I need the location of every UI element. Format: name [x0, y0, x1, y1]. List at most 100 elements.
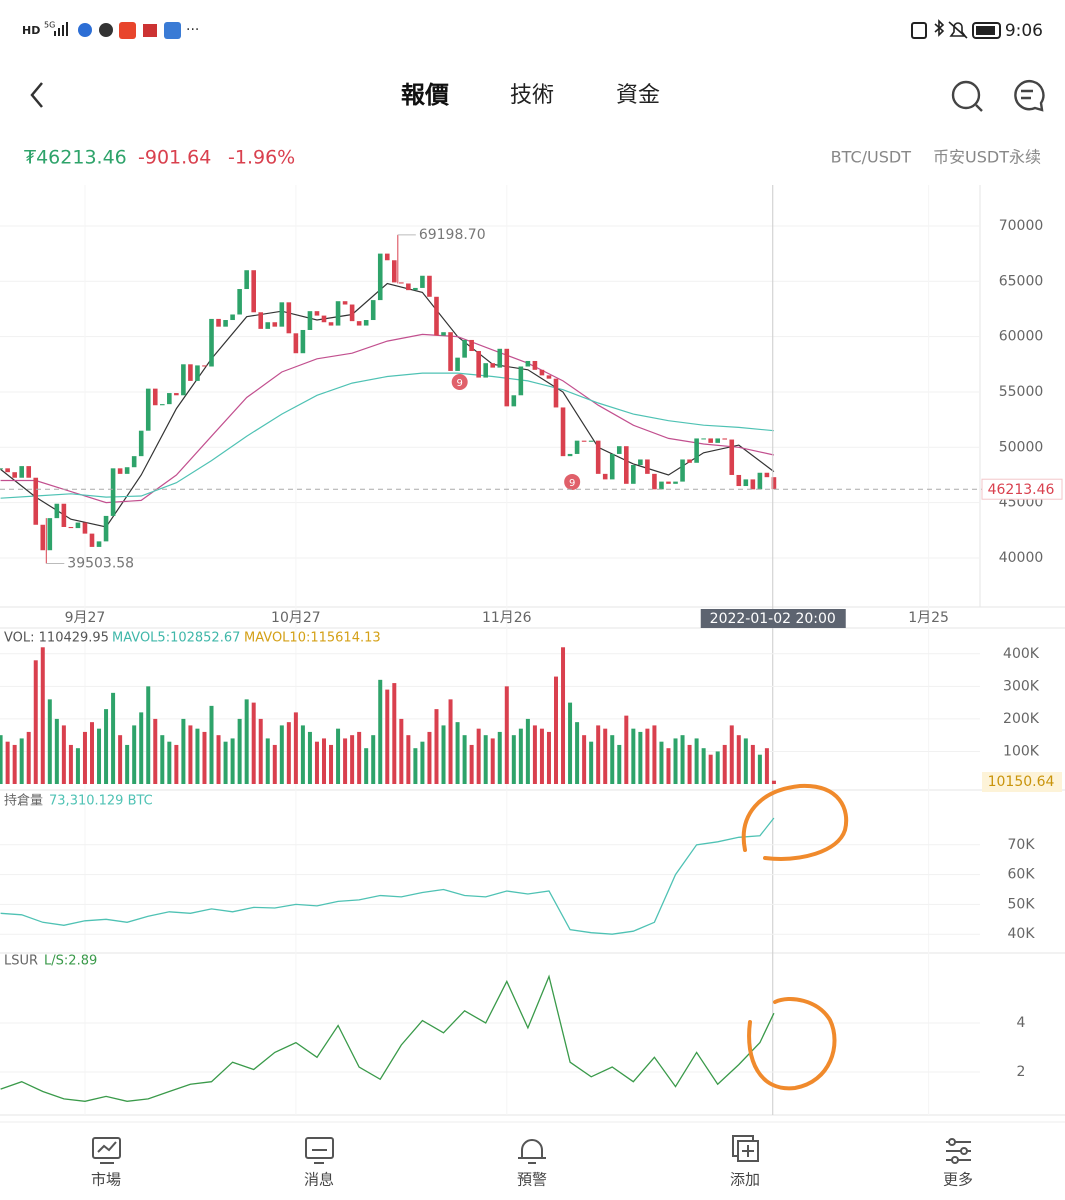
- y-tick-label: 300K: [1003, 678, 1040, 694]
- candle: [694, 438, 699, 463]
- candle: [159, 404, 165, 406]
- candle: [293, 333, 299, 354]
- nav-add[interactable]: 添加: [730, 1171, 760, 1189]
- candle: [181, 364, 186, 396]
- candle: [624, 446, 629, 484]
- volume-bar: [132, 725, 137, 784]
- volume-bar: [244, 699, 249, 784]
- status-hd: HD: [22, 24, 40, 37]
- candle: [532, 360, 538, 370]
- candle: [391, 260, 397, 283]
- volume-bar: [490, 738, 495, 784]
- candle: [349, 304, 355, 322]
- volume-bar: [314, 741, 319, 784]
- candle: [701, 438, 706, 440]
- back-button[interactable]: [30, 82, 43, 108]
- volume-bar: [610, 735, 615, 784]
- nav-markets[interactable]: 市場: [91, 1171, 121, 1189]
- volume-bar: [476, 728, 481, 784]
- price-change-percent: -1.96%: [228, 147, 295, 169]
- volume-bar: [624, 715, 629, 784]
- candle: [750, 479, 756, 490]
- x-tick-label: 9月27: [65, 610, 106, 626]
- candle: [448, 332, 453, 371]
- nav-news[interactable]: 消息: [304, 1171, 334, 1189]
- candle: [40, 524, 46, 551]
- candle: [743, 479, 749, 487]
- candle: [638, 459, 643, 466]
- candle: [666, 481, 671, 484]
- candle: [588, 440, 594, 442]
- candle: [328, 322, 334, 326]
- volume-bar: [504, 686, 509, 784]
- candle: [469, 339, 474, 352]
- nav-alerts[interactable]: 預警: [517, 1171, 547, 1189]
- mavol5: MAVOL5:102852.67: [112, 631, 240, 646]
- candle: [209, 318, 214, 367]
- volume-bar: [279, 725, 284, 784]
- nfc-icon: [911, 22, 927, 39]
- search-button[interactable]: [951, 80, 983, 112]
- candle: [195, 365, 200, 381]
- menu-button[interactable]: [1014, 79, 1045, 112]
- candle: [771, 477, 777, 490]
- volume-bar: [272, 744, 277, 784]
- volume-bar: [167, 741, 172, 784]
- y-tick-label: 100K: [1003, 743, 1040, 759]
- volume-bar: [265, 738, 270, 784]
- volume-bar: [469, 744, 474, 784]
- annotation-label: 69198.70: [419, 227, 486, 243]
- volume-bar: [153, 718, 158, 784]
- candle: [399, 282, 404, 284]
- candle: [729, 439, 735, 475]
- volume-bar: [139, 712, 144, 784]
- y-tick-label: 60K: [1008, 867, 1036, 883]
- volume-bar: [195, 728, 200, 784]
- candle: [441, 332, 446, 336]
- nav-more[interactable]: 更多: [943, 1171, 973, 1189]
- td-marker: [564, 473, 581, 490]
- volume-bar: [441, 725, 446, 784]
- candle: [483, 363, 488, 378]
- volume-bar: [539, 728, 544, 784]
- tab-technical[interactable]: 技術: [510, 83, 554, 108]
- td-marker-label: 9: [569, 478, 575, 489]
- candle: [356, 321, 362, 326]
- mavol10: MAVOL10:115614.13: [244, 631, 381, 646]
- x-tick-label: 10月27: [271, 610, 321, 626]
- candle: [244, 270, 249, 290]
- panel-value: 73,310.129 BTC: [49, 794, 153, 809]
- candle: [708, 438, 713, 443]
- candle: [673, 481, 678, 484]
- volume-bar: [532, 725, 537, 784]
- candle: [497, 348, 503, 368]
- bluetooth-icon: [934, 19, 945, 37]
- volume-bar: [33, 660, 38, 784]
- volume-bar: [357, 731, 362, 784]
- tab-funds[interactable]: 資金: [616, 83, 660, 108]
- candle: [321, 315, 327, 323]
- candle: [12, 472, 17, 478]
- volume-bar: [596, 725, 601, 784]
- volume-bar: [631, 728, 636, 784]
- y-tick-label: 40K: [1008, 926, 1036, 942]
- volume-bar: [694, 738, 699, 784]
- candle: [96, 541, 102, 547]
- hand-circle: [741, 783, 849, 861]
- volume-bar: [497, 731, 502, 784]
- volume-bar: [483, 735, 488, 784]
- candle: [272, 322, 278, 327]
- volume-bar: [125, 744, 130, 784]
- candle: [764, 472, 770, 478]
- candle: [434, 296, 439, 336]
- volume-bar: [582, 735, 587, 784]
- candle: [504, 348, 510, 407]
- volume-bar: [511, 735, 516, 784]
- volume-bar: [350, 735, 355, 784]
- candle: [511, 395, 517, 407]
- volume-bar: [82, 731, 87, 784]
- candle: [286, 302, 292, 334]
- candle: [546, 375, 552, 379]
- tab-quote[interactable]: 報價: [401, 81, 450, 109]
- volume-bar: [399, 718, 404, 784]
